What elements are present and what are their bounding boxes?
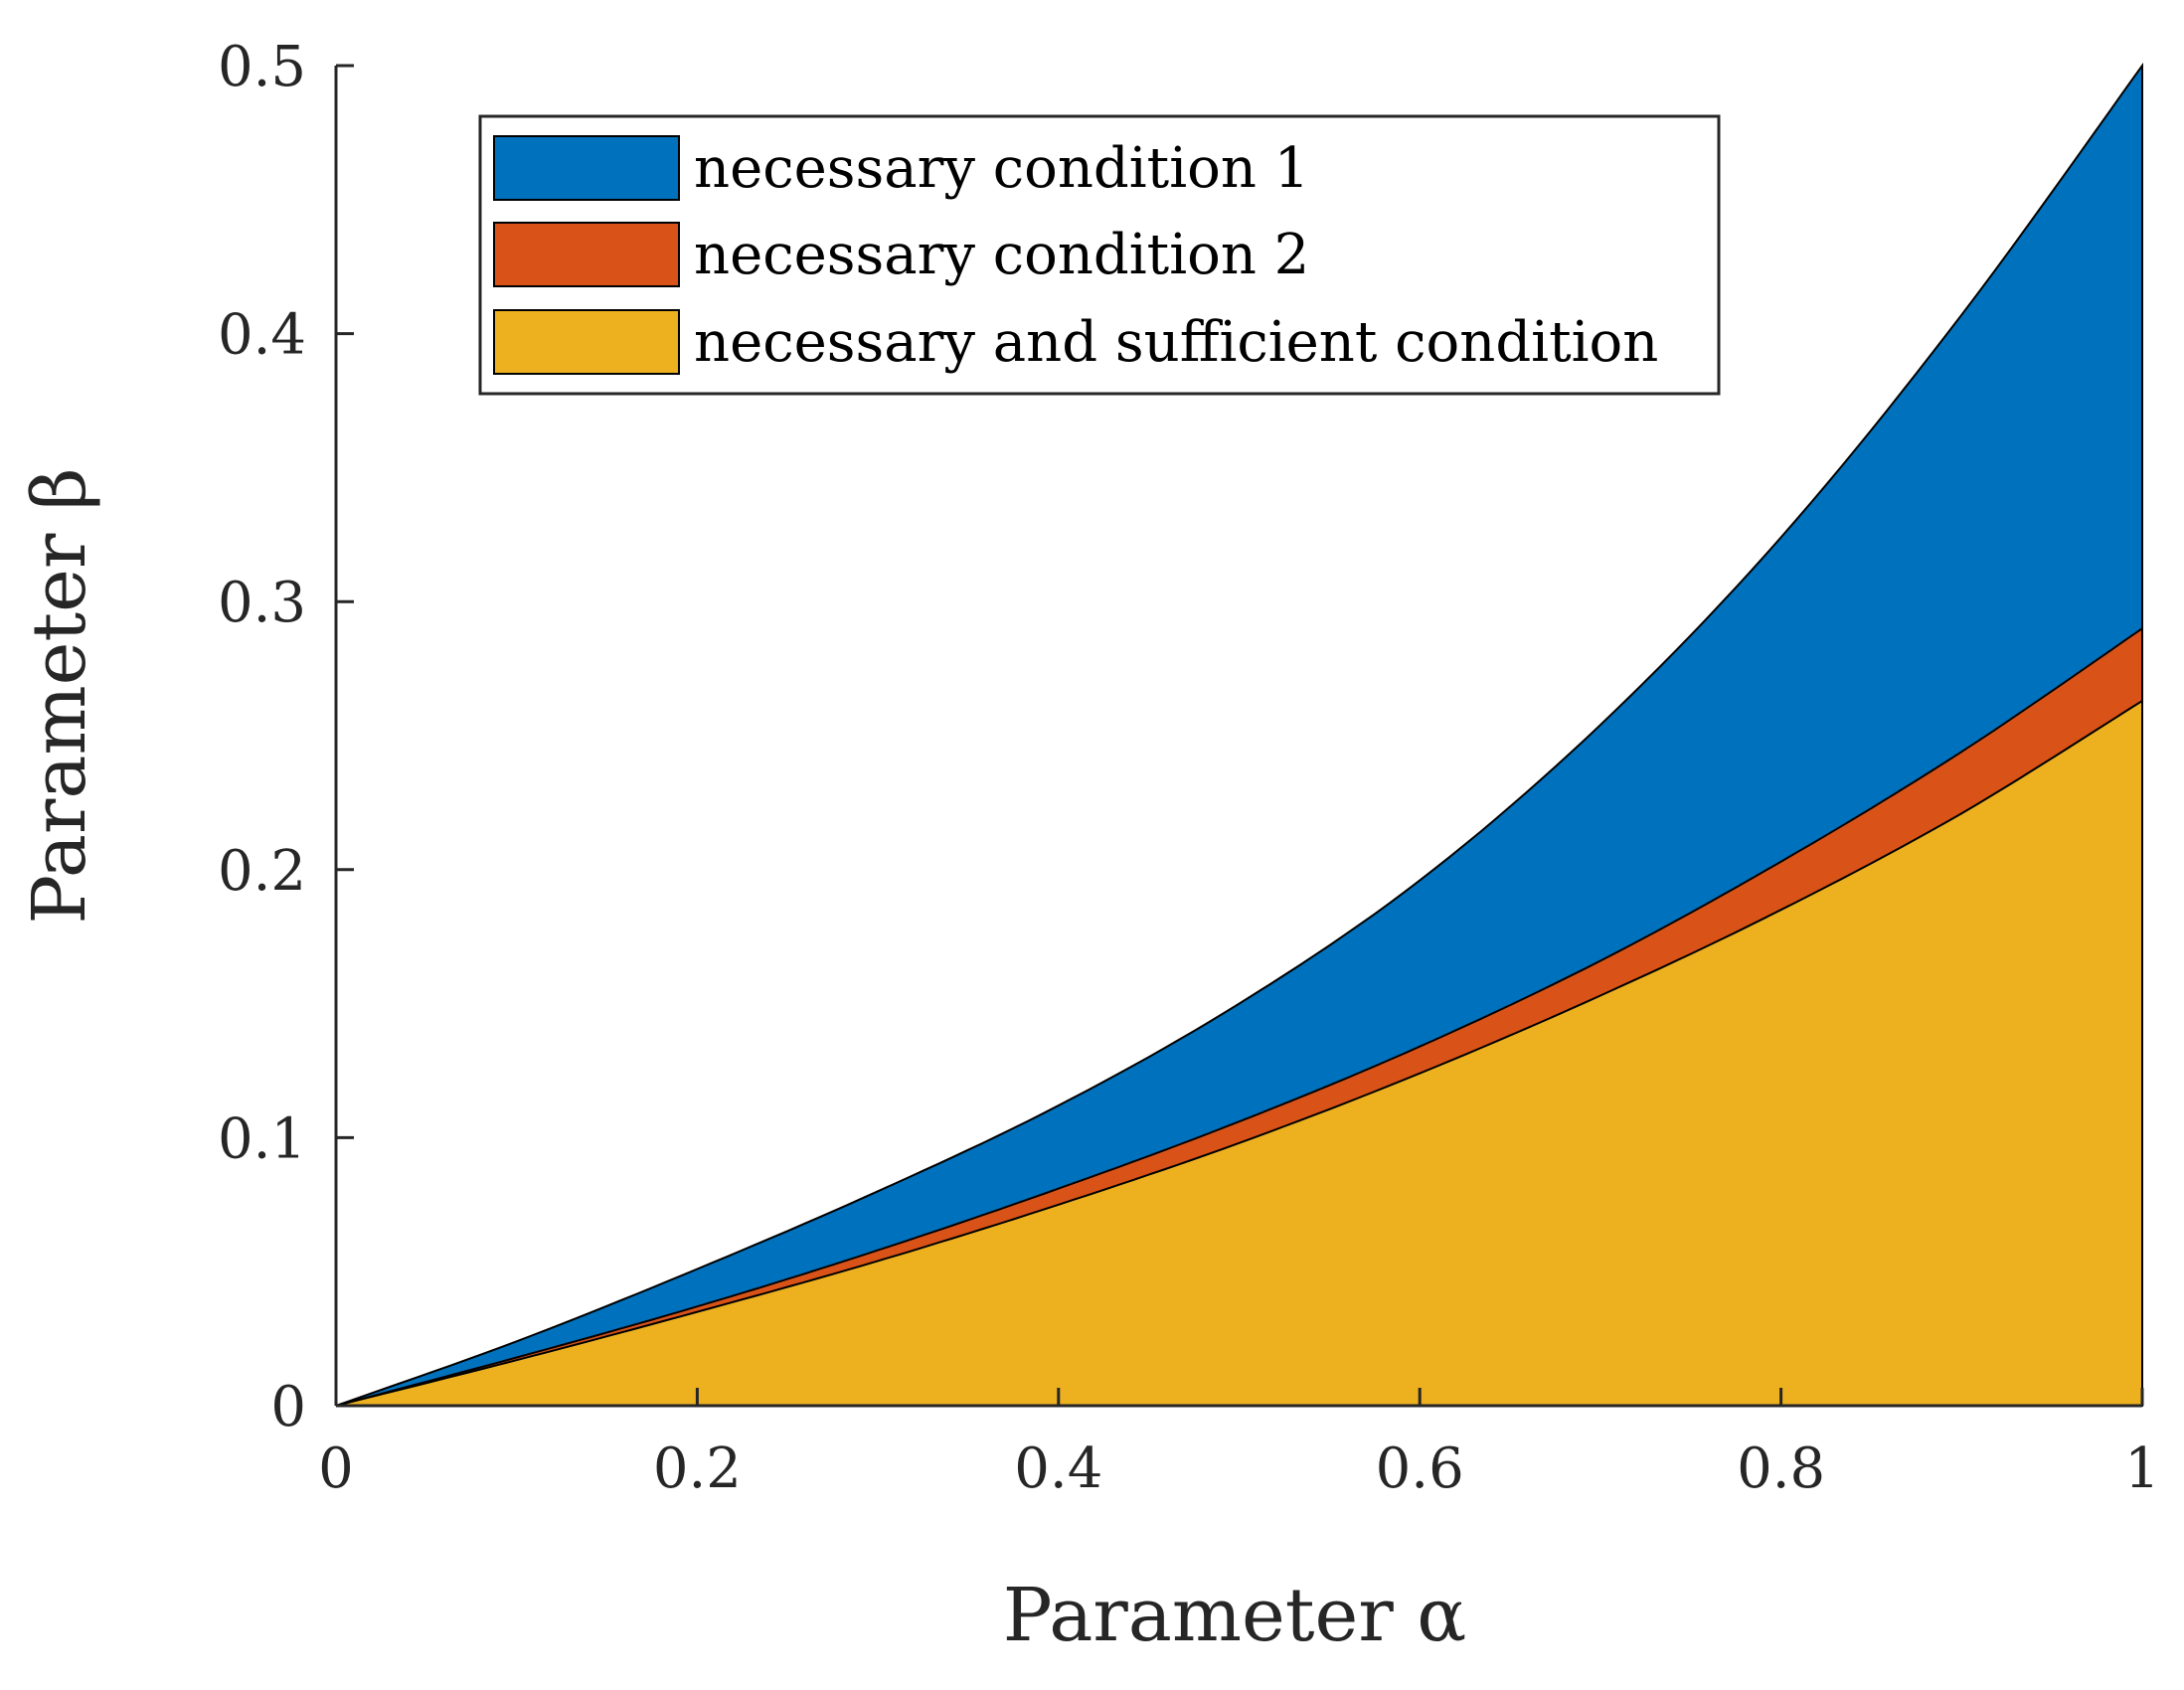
legend-box (478, 114, 1721, 396)
y-tick-label: 0.4 (218, 303, 306, 368)
legend-swatch-condition-1 (493, 135, 680, 201)
x-tick-label: 1 (2124, 1436, 2160, 1501)
y-tick-label: 0.1 (218, 1106, 306, 1171)
legend-label-condition-3: necessary and sufficient condition (694, 310, 1658, 375)
x-tick-label: 0.2 (653, 1436, 742, 1501)
tick-layer: 0 0.2 0.4 0.6 0.8 1 0 0.1 0.2 0.3 0.4 0.5 (218, 35, 2160, 1501)
y-tick-label: 0 (270, 1375, 306, 1439)
x-tick-label: 0 (318, 1436, 354, 1501)
axes (334, 66, 2142, 1408)
area-layer (335, 62, 2143, 1407)
x-tick-label: 0.8 (1737, 1436, 1825, 1501)
area-necessary-sufficient-condition (335, 699, 2143, 1407)
legend-label-condition-2: necessary condition 2 (694, 223, 1309, 287)
y-tick-label: 0.2 (218, 839, 306, 904)
legend-swatch-condition-3 (493, 309, 680, 375)
y-tick-label: 0.3 (218, 571, 306, 635)
x-tick-label: 0.6 (1376, 1436, 1464, 1501)
legend-label-condition-1: necessary condition 1 (694, 136, 1309, 201)
legend-swatch-condition-2 (493, 222, 680, 287)
legend: necessary condition 1 necessary conditio… (478, 114, 1721, 396)
y-axis-title: Parameter β (17, 467, 102, 924)
y-tick-label: 0.5 (218, 35, 306, 99)
x-axis-title: Parameter α (1003, 1573, 1466, 1658)
x-tick-label: 0.4 (1014, 1436, 1102, 1501)
